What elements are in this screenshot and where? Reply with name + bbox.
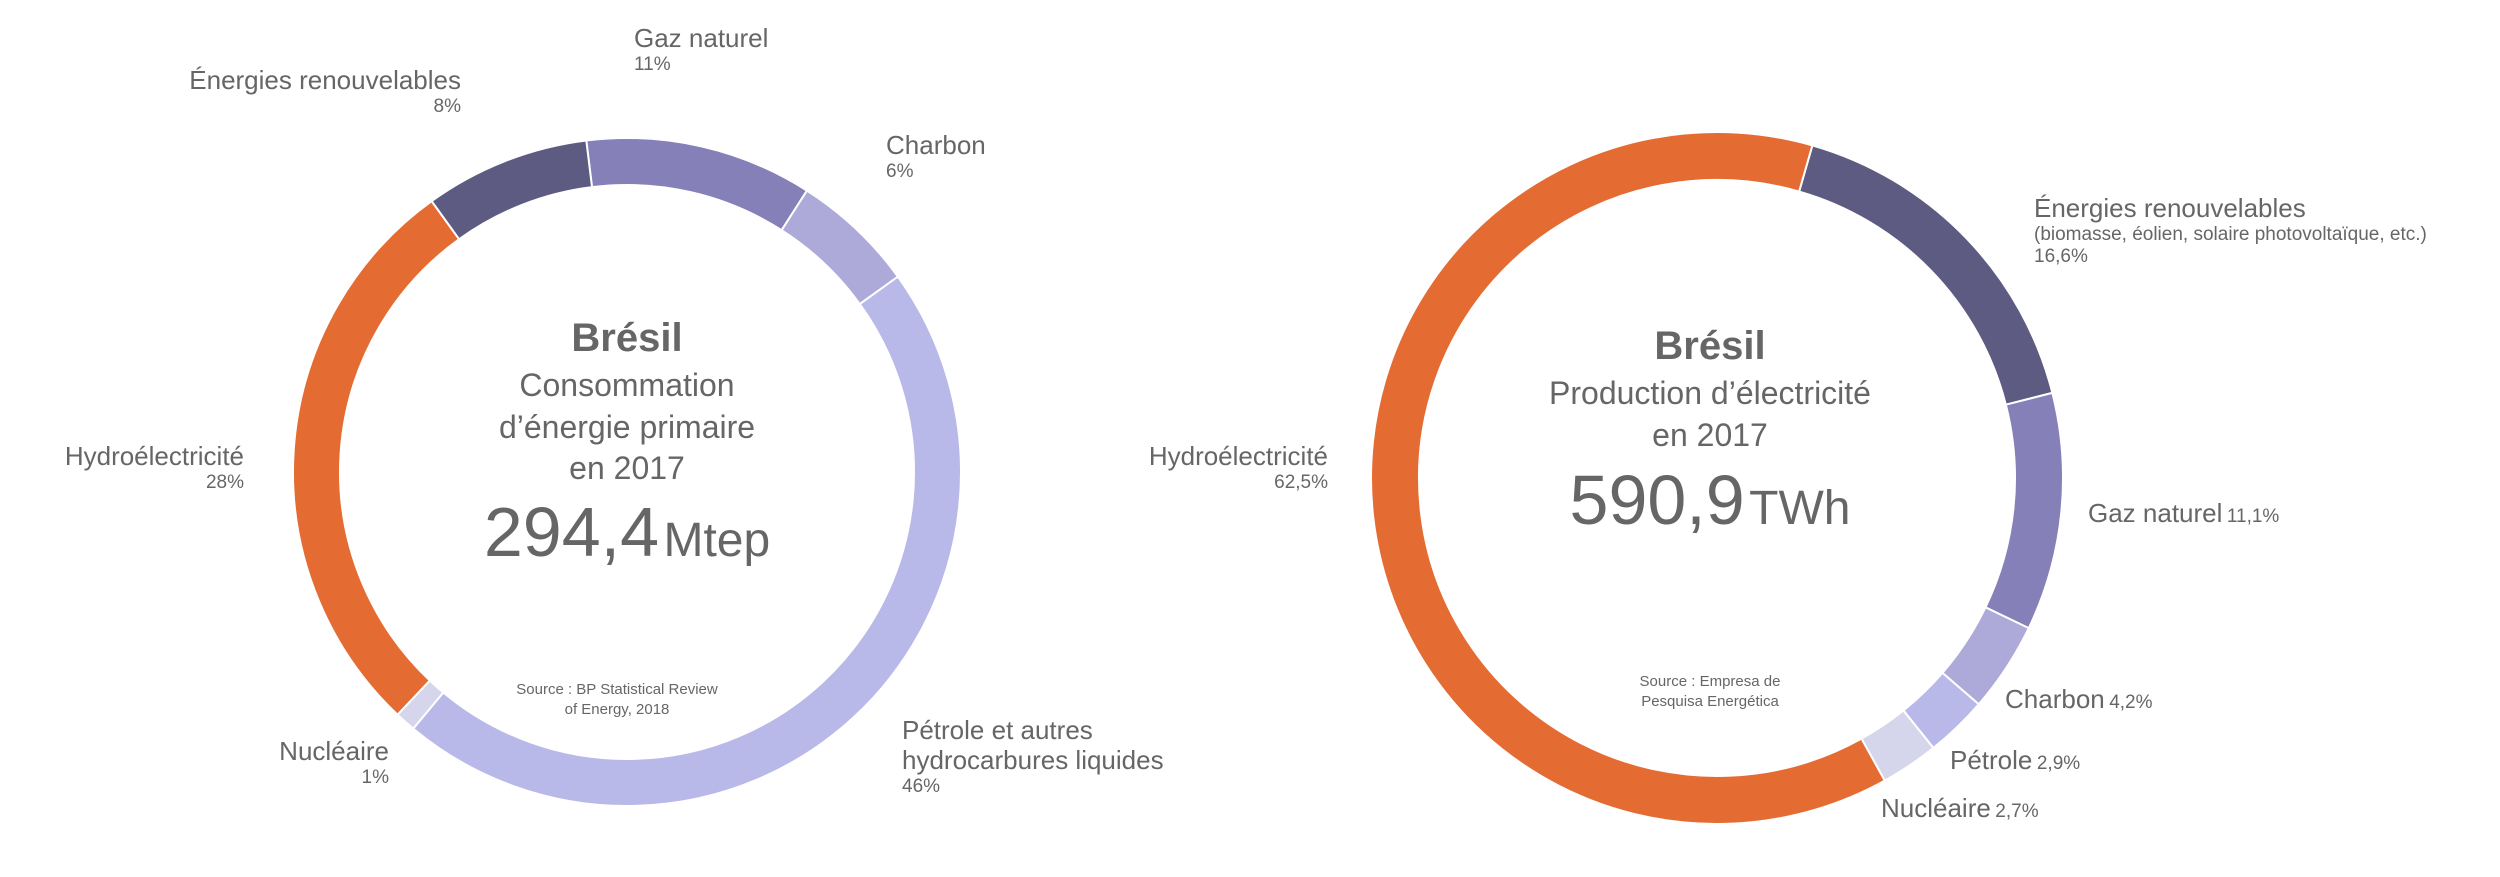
label-natural-gas: Gaz naturel 11,1% xyxy=(2088,498,2280,529)
label-name: Pétrole et autres xyxy=(902,715,1093,745)
center-text-electricity: Brésil Production d’électricité en 2017 … xyxy=(1549,324,1871,540)
label-note: (biomasse, éolien, solaire photovoltaïqu… xyxy=(2034,223,2427,245)
donut-slice-hydroelectricite xyxy=(292,199,461,717)
label-coal: Charbon 4,2% xyxy=(2005,684,2153,715)
subtitle-line: Production d’électricité xyxy=(1549,375,1871,411)
label-value: 46% xyxy=(902,775,941,797)
label-value: 16,6% xyxy=(2034,245,2088,267)
label-value: 8% xyxy=(433,95,461,117)
label-value: 6% xyxy=(886,160,914,182)
label-value: 2,9% xyxy=(2036,753,2081,774)
label-name: Hydroélectricité xyxy=(64,441,244,471)
label-value: 62,5% xyxy=(1274,471,1328,493)
label-value: 4,2% xyxy=(2109,692,2153,713)
subtitle-line: en 2017 xyxy=(1652,416,1768,453)
total-value: 590,9 xyxy=(1569,461,1745,540)
label-name: Charbon xyxy=(886,130,986,160)
label-name: Gaz naturel xyxy=(634,23,769,53)
donut-slice-energies-renouvelables xyxy=(430,139,594,241)
label-value: 1% xyxy=(361,766,389,788)
source-note: Source : Empresa de Pesquisa Energética xyxy=(1640,672,1781,713)
total-unit: Mtep xyxy=(663,513,771,567)
label-hydro: Hydroélectricité 28% xyxy=(64,441,244,494)
chart-title: Brésil xyxy=(1654,324,1766,368)
label-name: Nucléaire xyxy=(279,736,389,766)
source-line: Source : BP Statistical Review xyxy=(516,681,718,698)
label-oil: Pétrole et autres hydrocarbures liquides… xyxy=(902,715,1164,798)
source-line: Source : Empresa de xyxy=(1639,673,1781,690)
label-renewables: Énergies renouvelables (biomasse, éolien… xyxy=(2034,193,2427,268)
subtitle-line: en 2017 xyxy=(569,450,685,487)
total-unit: TWh xyxy=(1749,482,1851,536)
label-name: Hydroélectricité xyxy=(1148,441,1328,471)
center-text-consumption: Brésil Consommation d’énergie primaire e… xyxy=(484,316,770,572)
label-name: Nucléaire xyxy=(1881,793,1991,823)
label-hydro: Hydroélectricité 62,5% xyxy=(1148,441,1328,494)
subtitle-line: Consommation xyxy=(519,367,735,403)
label-renewables: Énergies renouvelables 8% xyxy=(189,65,461,118)
donut-slice-gaz-naturel xyxy=(585,137,809,232)
label-value: 28% xyxy=(205,471,244,493)
label-name: Pétrole xyxy=(1950,745,2033,775)
total-value: 294,4 xyxy=(483,492,659,571)
label-coal: Charbon 6% xyxy=(886,130,986,183)
donut-slice-gaz-naturel xyxy=(1984,391,2064,630)
donut-slice-charbon xyxy=(780,189,900,306)
label-nuclear: Nucléaire 1% xyxy=(279,736,389,789)
label-name: Énergies renouvelables xyxy=(189,65,461,95)
label-nuclear: Nucléaire 2,7% xyxy=(1881,793,2039,824)
subtitle-line: d’énergie primaire xyxy=(498,408,756,445)
label-oil: Pétrole 2,9% xyxy=(1950,745,2081,776)
source-note: Source : BP Statistical Review of Energy… xyxy=(516,680,717,721)
donut-slice-petrole-et-autres-hydrocarbures-liquides xyxy=(411,275,962,807)
donut-slice-hydroelectricite xyxy=(1370,131,1887,825)
label-value: 11,1% xyxy=(2226,506,2280,527)
label-name: Charbon xyxy=(2005,684,2105,714)
label-name: hydrocarbures liquides xyxy=(902,744,1164,775)
label-name: Énergies renouvelables xyxy=(2034,193,2306,223)
chart-title: Brésil xyxy=(571,316,683,360)
label-value: 2,7% xyxy=(1995,801,2039,822)
label-name: Gaz naturel xyxy=(2088,498,2223,528)
source-line: Pesquisa Energética xyxy=(1641,693,1779,711)
source-line: of Energy, 2018 xyxy=(564,701,670,719)
label-value: 11% xyxy=(634,53,671,75)
label-natural-gas: Gaz naturel 11% xyxy=(634,23,769,76)
